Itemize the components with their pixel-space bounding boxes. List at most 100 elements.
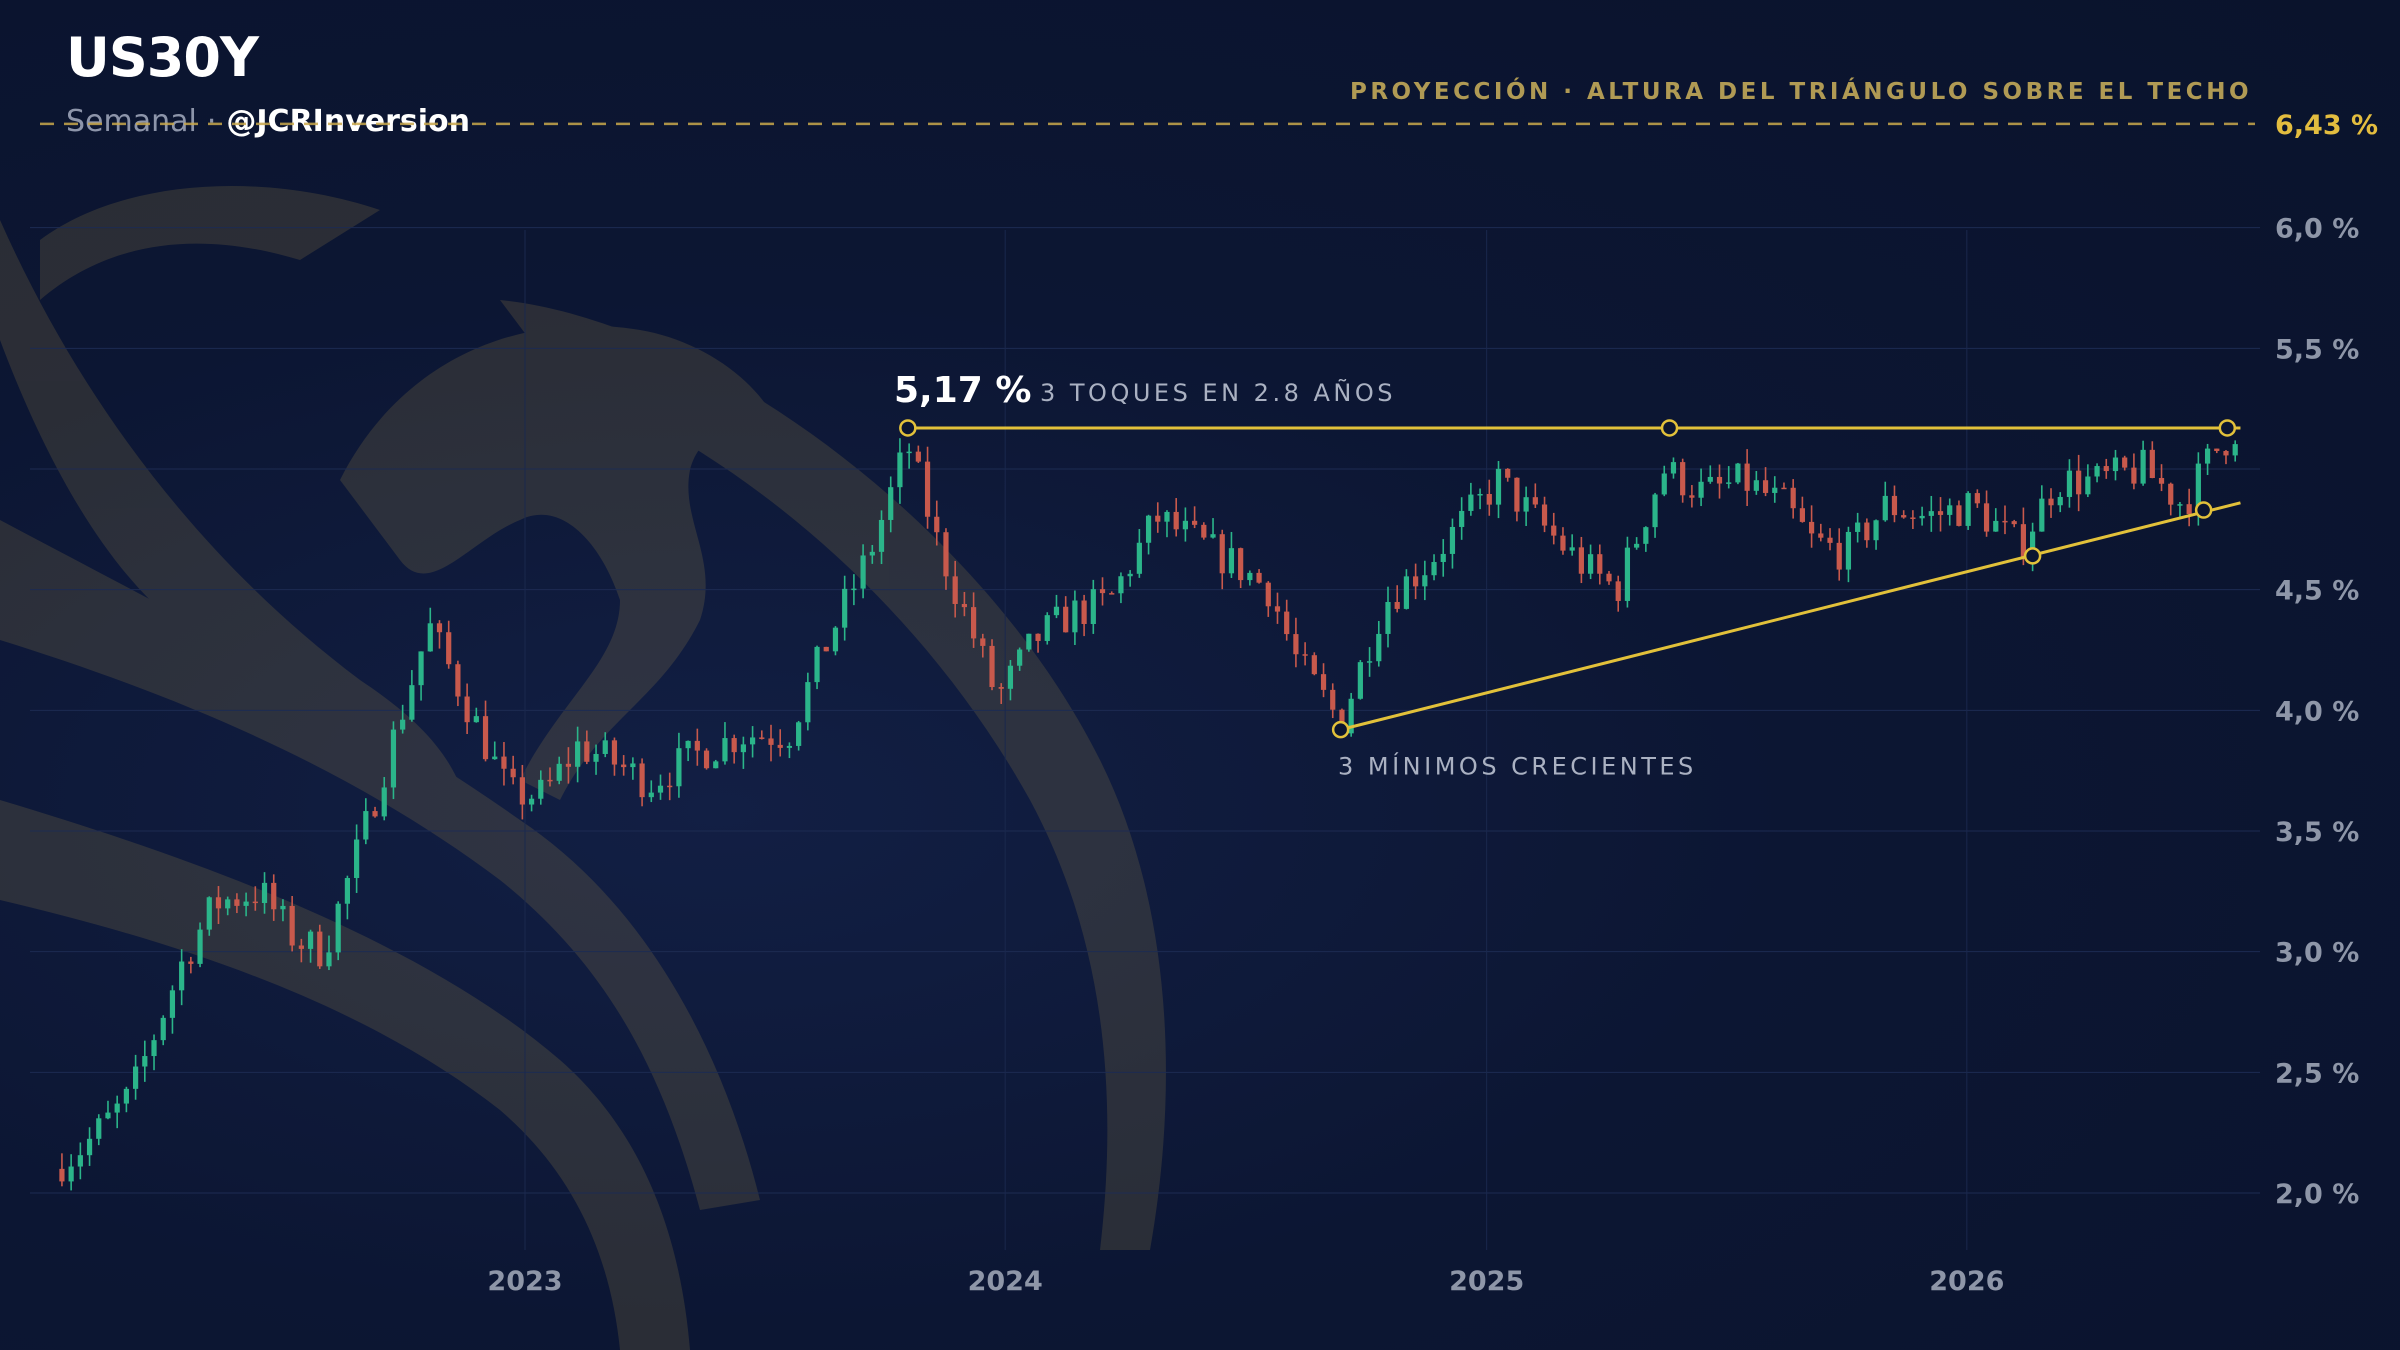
candle	[1587, 544, 1594, 580]
candle-body	[2232, 444, 2238, 456]
candle-body	[1947, 505, 1953, 515]
candle-body	[464, 696, 470, 723]
candle-body	[197, 929, 203, 964]
candle-body	[814, 646, 820, 683]
candle-body	[1431, 562, 1437, 576]
candle-body	[243, 901, 249, 906]
candle-body	[1164, 511, 1170, 522]
candle	[814, 645, 820, 690]
candle	[1127, 570, 1133, 587]
candle	[271, 874, 277, 921]
candle	[160, 1015, 166, 1046]
candle-body	[860, 555, 866, 589]
candle	[1698, 468, 1704, 507]
candle-body	[492, 756, 498, 760]
candle	[1551, 512, 1557, 545]
candle-body	[372, 811, 378, 817]
candle-body	[1910, 517, 1916, 519]
candle	[2057, 492, 2063, 513]
candle	[1385, 586, 1391, 648]
candle-body	[823, 646, 829, 652]
candle	[694, 728, 700, 766]
candle	[510, 755, 516, 785]
candle-body	[169, 990, 176, 1018]
candle-body	[832, 627, 839, 652]
candle-body	[2168, 483, 2174, 505]
candle-body	[1873, 520, 1879, 541]
candle	[1624, 536, 1631, 608]
candle	[786, 742, 793, 759]
candle	[1026, 633, 1032, 652]
candle-body	[869, 551, 875, 556]
candle	[1330, 683, 1336, 719]
candle	[1597, 544, 1603, 585]
candle-body	[952, 576, 958, 604]
candle	[1505, 468, 1511, 482]
candle	[1403, 569, 1410, 610]
candle	[464, 683, 470, 735]
candle-body	[1265, 582, 1271, 607]
candle	[1891, 485, 1898, 523]
candle	[1145, 514, 1152, 555]
candle	[2085, 464, 2091, 498]
candle	[1440, 539, 1446, 577]
candle	[989, 639, 995, 691]
candle-body	[1394, 602, 1400, 609]
candle-body	[151, 1040, 157, 1057]
candle	[280, 899, 286, 922]
candle-body	[1486, 493, 1492, 505]
x-tick-label: 2026	[1929, 1266, 2004, 1297]
candle	[584, 730, 590, 765]
candle-body	[473, 716, 479, 723]
candle	[1569, 534, 1575, 556]
candle	[1753, 470, 1759, 495]
candle	[179, 949, 185, 1006]
candle	[1615, 575, 1621, 612]
candle-body	[123, 1088, 129, 1104]
candle	[1845, 526, 1852, 583]
candle	[952, 560, 958, 618]
y-tick-label: 3,0 %	[2275, 938, 2359, 969]
candle-body	[1643, 527, 1649, 544]
candle-body	[510, 768, 516, 778]
candle	[77, 1142, 83, 1180]
candle-body	[1192, 520, 1198, 525]
candle-body	[519, 777, 525, 805]
candle	[1320, 663, 1327, 698]
candle	[1238, 547, 1244, 589]
candle	[1477, 488, 1483, 510]
candle	[575, 726, 581, 783]
candle	[1661, 465, 1667, 497]
candle-body	[2195, 463, 2201, 515]
phoenix-watermark-icon	[0, 186, 1166, 1350]
candle-body	[1836, 542, 1842, 570]
candle	[2020, 507, 2026, 566]
candle-body	[1210, 534, 1216, 538]
phoenix-wing-left-icon	[0, 520, 760, 1210]
grid	[30, 227, 2260, 1250]
candle	[1422, 560, 1428, 601]
candle-body	[2030, 531, 2036, 558]
candle	[1855, 512, 1861, 543]
candle-body	[1256, 572, 1262, 583]
candle-body	[400, 719, 406, 730]
candle	[418, 651, 424, 701]
candle-body	[1790, 487, 1796, 509]
candle	[2140, 440, 2146, 486]
candle	[970, 592, 977, 648]
candle	[547, 767, 553, 787]
candle	[1689, 485, 1695, 508]
candle	[667, 772, 673, 801]
candle-body	[1937, 511, 1944, 515]
candle-body	[1560, 535, 1566, 551]
candle-body	[59, 1168, 65, 1182]
candle-body	[556, 763, 562, 781]
candle	[823, 646, 829, 652]
candle	[1228, 531, 1235, 578]
candle	[722, 722, 728, 765]
candle	[1762, 467, 1769, 497]
author-handle: @JCRInversion	[226, 104, 470, 139]
candle-body	[1330, 689, 1336, 710]
candle	[2158, 464, 2165, 492]
candle	[1293, 617, 1299, 668]
